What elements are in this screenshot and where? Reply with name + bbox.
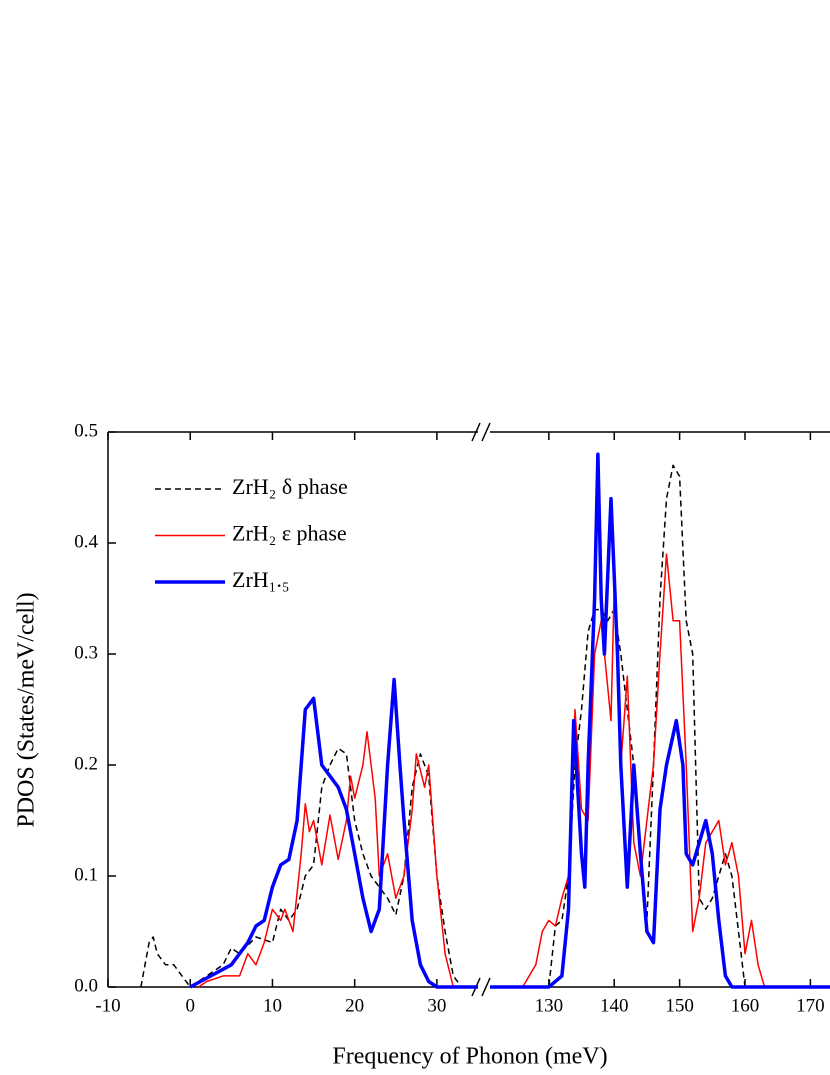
y-tick-label: 0.2: [74, 753, 98, 774]
legend-label: ZrH₂ ε phase: [232, 521, 347, 546]
x-tick-label: 30: [427, 995, 446, 1016]
x-tick-label: 0: [185, 995, 195, 1016]
x-tick-label: 20: [345, 995, 364, 1016]
legend-label: ZrH₂ δ phase: [232, 474, 348, 499]
y-tick-label: 0.0: [74, 975, 98, 996]
axis-break: [471, 422, 491, 997]
x-tick-label: -10: [95, 995, 120, 1016]
x-tick-label: 170: [796, 995, 825, 1016]
y-axis-label: PDOS (States/meV/cell): [14, 592, 40, 827]
x-tick-label: 140: [600, 995, 629, 1016]
x-tick-label: 160: [731, 995, 760, 1016]
x-tick-label: 130: [535, 995, 564, 1016]
x-tick-label: 10: [263, 995, 282, 1016]
series-line: [189, 452, 830, 989]
y-tick-label: 0.5: [74, 420, 98, 441]
y-tick-label: 0.4: [74, 531, 98, 552]
legend-label: ZrH₁.₅: [232, 567, 290, 592]
y-tick-label: 0.3: [74, 642, 98, 663]
y-tick-label: 0.1: [74, 864, 98, 885]
x-tick-label: 150: [665, 995, 694, 1016]
x-axis-label: Frequency of Phonon (meV): [332, 1044, 607, 1070]
series-line: [197, 553, 830, 988]
